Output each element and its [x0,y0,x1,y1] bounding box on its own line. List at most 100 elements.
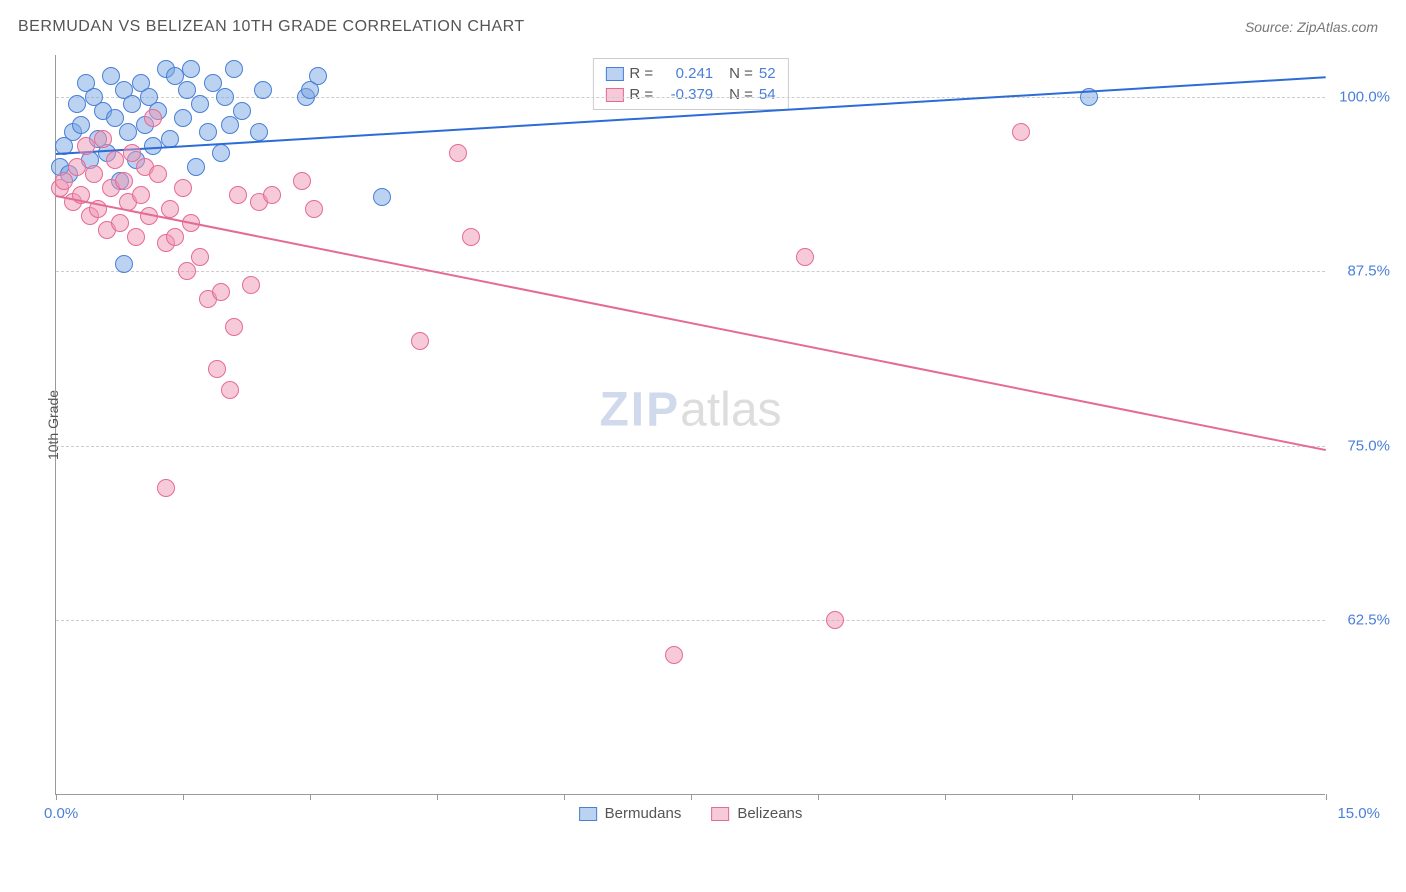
x-tick [437,794,438,800]
scatter-point [123,95,141,113]
legend-label: Belizeans [737,805,802,822]
gridline [56,620,1325,621]
legend-n-label: N = [729,86,753,103]
watermark-zip: ZIP [599,383,680,436]
legend-item: Belizeans [711,805,802,822]
plot-area: 10th Grade ZIPatlas R =0.241N =52R =-0.3… [55,55,1325,795]
trend-line [56,195,1326,451]
legend-r-label: R = [629,86,653,103]
scatter-point [242,276,260,294]
scatter-point [132,186,150,204]
legend-n-value: 52 [759,65,776,82]
x-tick [183,794,184,800]
scatter-point [221,116,239,134]
scatter-point [254,81,272,99]
scatter-point [94,130,112,148]
scatter-point [449,144,467,162]
x-tick [691,794,692,800]
scatter-point [796,248,814,266]
series-legend: Bermudans Belizeans [579,805,803,822]
gridline [56,271,1325,272]
scatter-point [182,60,200,78]
x-tick [945,794,946,800]
x-tick [1199,794,1200,800]
scatter-point [229,186,247,204]
scatter-point [1012,123,1030,141]
chart-header: BERMUDAN VS BELIZEAN 10TH GRADE CORRELAT… [0,0,1406,46]
scatter-point [225,318,243,336]
scatter-point [191,95,209,113]
scatter-point [221,381,239,399]
scatter-point [77,137,95,155]
scatter-point [85,165,103,183]
scatter-point [411,332,429,350]
scatter-point [149,165,167,183]
x-tick [1072,794,1073,800]
scatter-point [157,479,175,497]
legend-r-value: 0.241 [659,65,713,82]
scatter-point [191,248,209,266]
x-tick [1326,794,1327,800]
legend-swatch [605,67,623,81]
scatter-point [72,116,90,134]
scatter-point [161,200,179,218]
y-axis-title: 10th Grade [45,389,61,459]
legend-n-value: 54 [759,86,776,103]
scatter-point [119,123,137,141]
scatter-point [174,109,192,127]
scatter-point [127,228,145,246]
legend-n-label: N = [729,65,753,82]
scatter-point [55,172,73,190]
scatter-point [225,60,243,78]
x-tick [818,794,819,800]
x-tick [564,794,565,800]
scatter-point [115,255,133,273]
scatter-point [166,228,184,246]
scatter-point [212,144,230,162]
y-tick-label: 62.5% [1347,612,1390,629]
legend-row: R = 0.241 N = 52 [605,63,775,84]
scatter-point [305,200,323,218]
scatter-point [250,123,268,141]
scatter-point [111,214,129,232]
correlation-legend: R = 0.241 N = 52 R = -0.379 N = 54 [592,58,788,110]
scatter-point [293,172,311,190]
legend-r-label: R = [629,65,653,82]
scatter-point [665,646,683,664]
y-tick-label: 100.0% [1339,88,1390,105]
watermark-atlas: atlas [680,383,781,436]
legend-row: R = -0.379 N = 54 [605,84,775,105]
chart-container: 10th Grade ZIPatlas R =0.241N =52R =-0.3… [55,55,1375,825]
legend-r-value: -0.379 [659,86,713,103]
x-tick [310,794,311,800]
scatter-point [187,158,205,176]
scatter-point [373,188,391,206]
scatter-point [115,172,133,190]
scatter-point [233,102,251,120]
chart-title: BERMUDAN VS BELIZEAN 10TH GRADE CORRELAT… [18,18,525,36]
scatter-point [216,88,234,106]
x-tick [56,794,57,800]
x-axis-min-label: 0.0% [44,805,78,822]
scatter-point [462,228,480,246]
scatter-point [826,611,844,629]
legend-item: Bermudans [579,805,682,822]
legend-label: Bermudans [605,805,682,822]
scatter-point [174,179,192,197]
gridline [56,446,1325,447]
gridline [56,97,1325,98]
y-tick-label: 87.5% [1347,263,1390,280]
scatter-point [208,360,226,378]
scatter-point [199,123,217,141]
legend-swatch [579,807,597,821]
scatter-point [212,283,230,301]
scatter-point [309,67,327,85]
legend-swatch [605,88,623,102]
scatter-point [144,109,162,127]
scatter-point [106,151,124,169]
scatter-point [263,186,281,204]
watermark: ZIPatlas [599,382,781,437]
x-axis-max-label: 15.0% [1337,805,1380,822]
legend-swatch [711,807,729,821]
y-tick-label: 75.0% [1347,437,1390,454]
